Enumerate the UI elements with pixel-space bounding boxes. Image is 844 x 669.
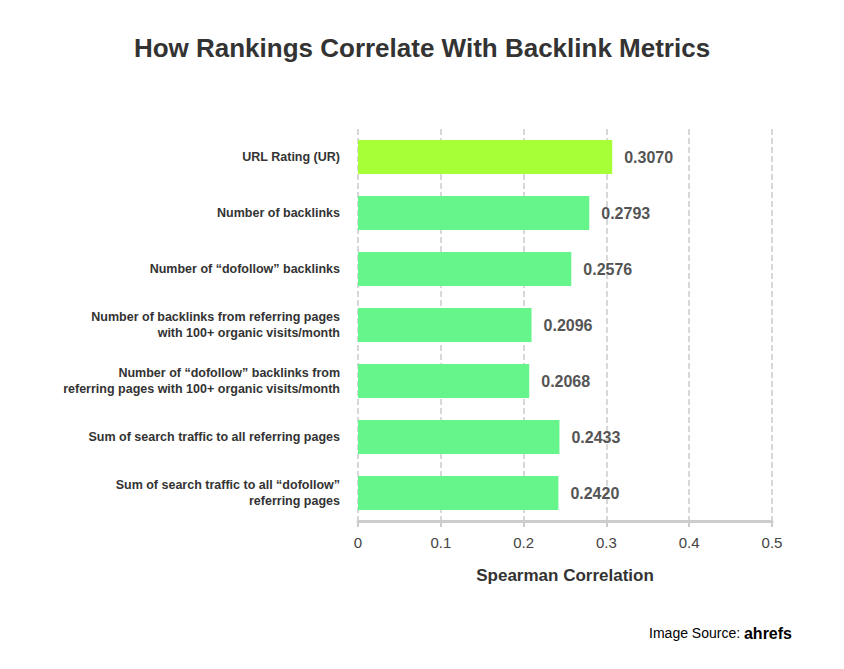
svg-text:0.2793: 0.2793 [601,205,650,222]
svg-text:Sum of search traffic to all r: Sum of search traffic to all referring p… [89,430,341,444]
svg-text:0.2: 0.2 [513,534,534,551]
svg-text:0.1: 0.1 [430,534,451,551]
svg-text:How Rankings Correlate With Ba: How Rankings Correlate With Backlink Met… [134,33,710,63]
svg-text:0.2096: 0.2096 [544,317,593,334]
svg-text:0.2576: 0.2576 [583,261,632,278]
svg-text:Number of backlinks: Number of backlinks [217,206,340,220]
svg-text:0.2420: 0.2420 [570,485,619,502]
svg-text:0.2068: 0.2068 [541,373,590,390]
svg-text:0.5: 0.5 [762,534,783,551]
svg-text:Number of backlinks from refer: Number of backlinks from referring pages [91,310,340,324]
svg-text:0: 0 [354,534,362,551]
svg-text:referring pages: referring pages [249,494,340,508]
svg-text:Number of “dofollow” backlinks: Number of “dofollow” backlinks from [118,366,340,380]
svg-text:0.4: 0.4 [679,534,700,551]
svg-text:0.3: 0.3 [596,534,617,551]
svg-text:Image Source:: Image Source: [649,625,744,641]
svg-text:a: a [744,625,753,642]
svg-text:hrefs: hrefs [753,625,792,642]
svg-text:0.3070: 0.3070 [624,149,673,166]
svg-text:Spearman Correlation: Spearman Correlation [476,566,654,585]
svg-text:URL Rating (UR): URL Rating (UR) [242,150,340,164]
svg-text:referring pages with 100+ orga: referring pages with 100+ organic visits… [63,382,340,396]
svg-text:Sum of search traffic to all “: Sum of search traffic to all “dofollow” [116,478,340,492]
svg-text:with 100+ organic visits/month: with 100+ organic visits/month [157,326,340,340]
svg-text:0.2433: 0.2433 [571,429,620,446]
svg-text:Number of “dofollow” backlinks: Number of “dofollow” backlinks [150,262,340,276]
